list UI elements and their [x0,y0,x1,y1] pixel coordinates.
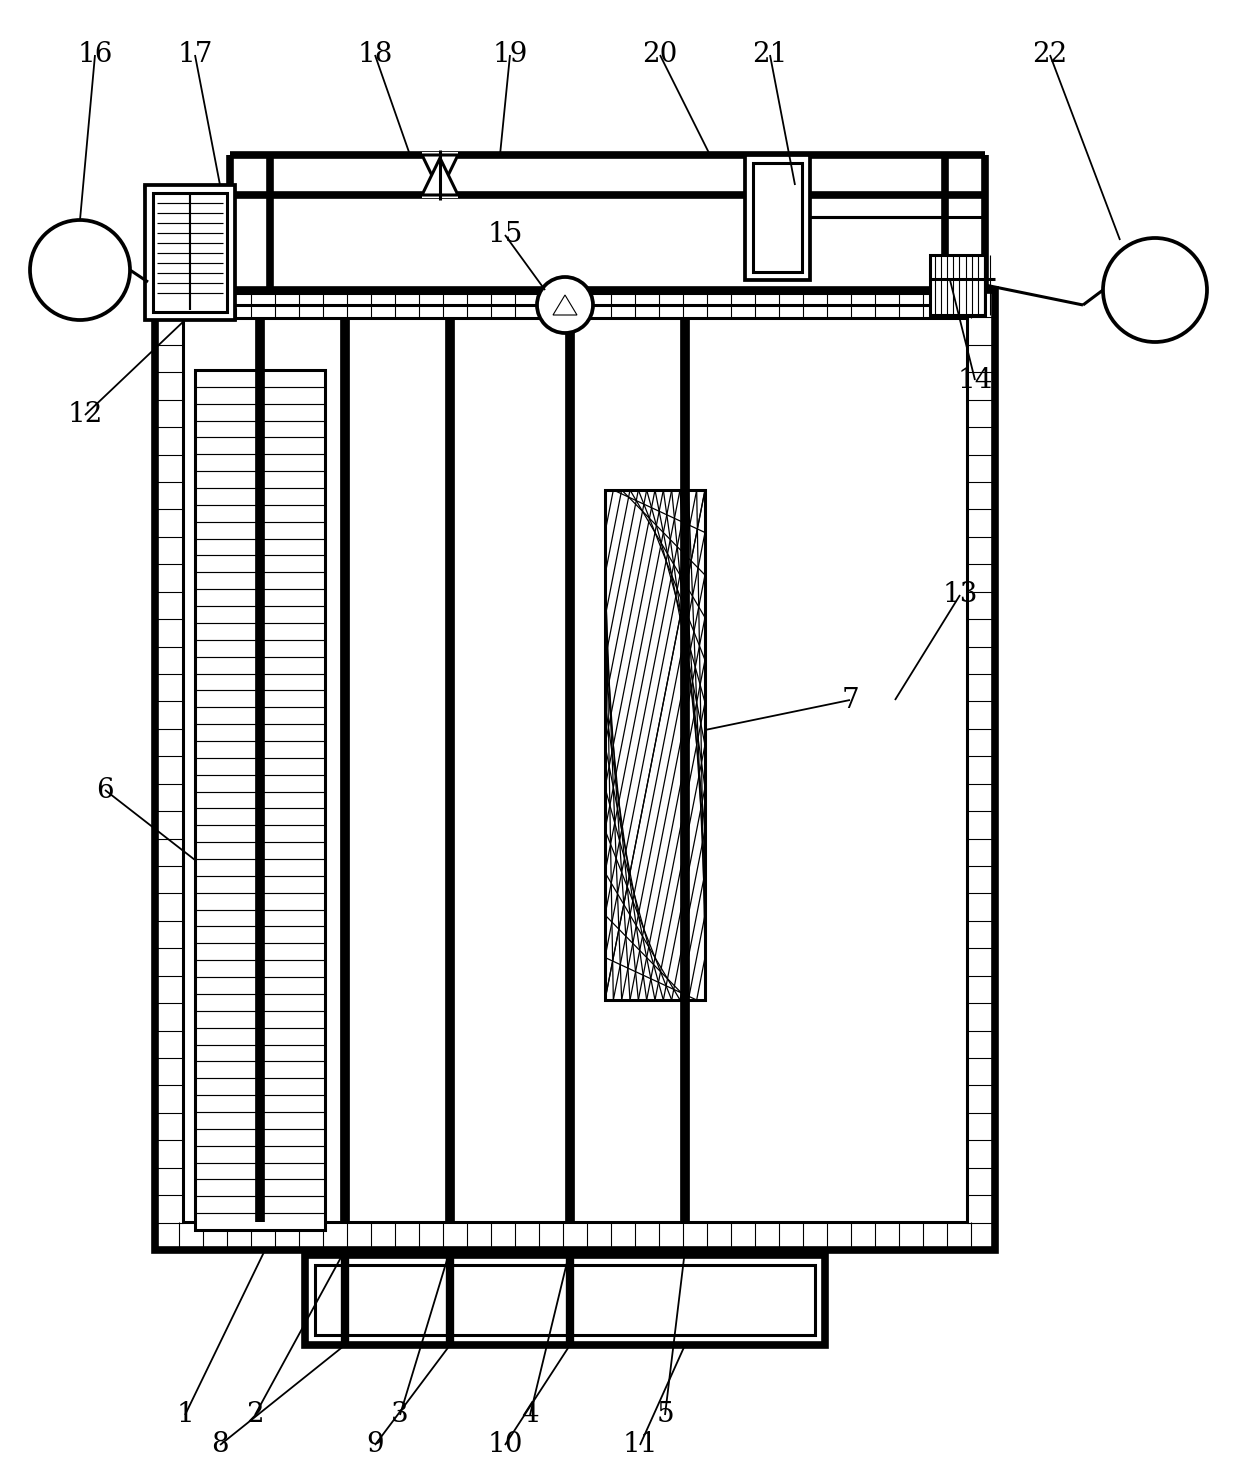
Bar [422,151,458,199]
Bar [145,185,236,320]
Text: 7: 7 [841,687,859,713]
Polygon shape [422,159,458,194]
Text: 19: 19 [492,42,528,68]
Bar [305,1255,825,1345]
Bar [745,156,810,280]
Text: 22: 22 [1033,42,1068,68]
Text: 5: 5 [656,1401,673,1428]
Text: 11: 11 [622,1431,657,1458]
Text: 17: 17 [177,42,213,68]
Text: 2: 2 [247,1401,264,1428]
Text: 20: 20 [642,42,678,68]
Text: 14: 14 [957,366,993,393]
Circle shape [30,219,130,320]
Text: 9: 9 [366,1431,384,1458]
Text: 8: 8 [211,1431,229,1458]
Text: 18: 18 [357,42,393,68]
Bar [153,193,227,311]
Text: 1: 1 [176,1401,193,1428]
Text: 6: 6 [97,777,114,804]
Text: 16: 16 [77,42,113,68]
Bar [195,369,325,1229]
Text: 3: 3 [391,1401,409,1428]
Text: 10: 10 [487,1431,523,1458]
Bar [155,291,994,1250]
Bar [930,255,985,314]
Text: 15: 15 [487,221,523,249]
Circle shape [1104,237,1207,343]
Bar [605,489,706,1000]
Circle shape [537,277,593,334]
Polygon shape [553,295,577,314]
Text: 21: 21 [753,42,787,68]
Bar [184,317,967,1222]
Bar [753,163,802,271]
Text: 12: 12 [67,402,103,429]
Polygon shape [422,156,458,191]
Bar [315,1265,815,1335]
Text: 4: 4 [521,1401,539,1428]
Text: 13: 13 [942,581,977,608]
